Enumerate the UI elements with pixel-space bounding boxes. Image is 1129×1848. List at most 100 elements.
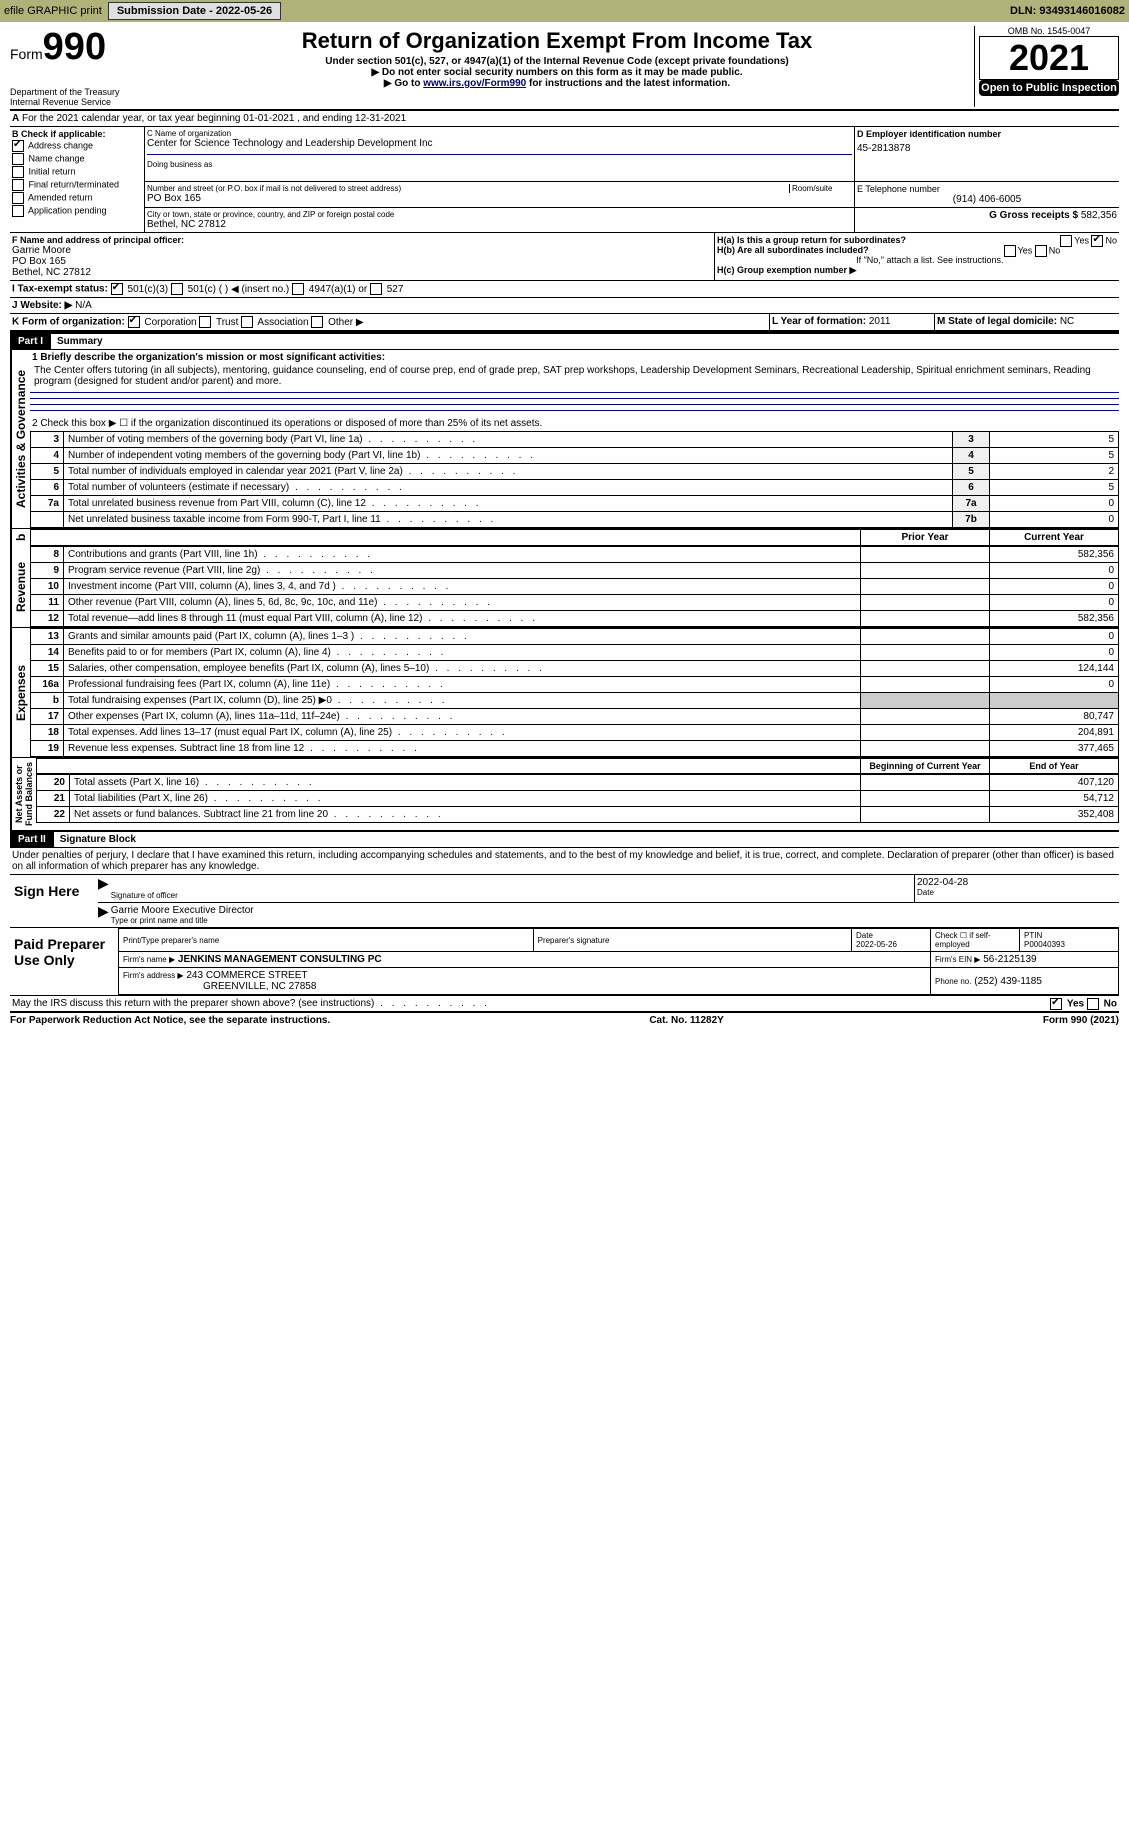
blank-tab: b: [10, 529, 30, 546]
discuss-yes-checkbox[interactable]: [1050, 998, 1062, 1010]
city-state-zip: Bethel, NC 27812: [147, 219, 852, 230]
checkbox[interactable]: [12, 166, 24, 178]
prep-name-header: Print/Type preparer's name: [119, 929, 534, 952]
checkbox[interactable]: [12, 205, 24, 217]
part1-header: Part I Summary: [10, 332, 1119, 350]
hb-no-checkbox[interactable]: [1035, 245, 1047, 257]
form-header: Form990 Department of the Treasury Inter…: [10, 26, 1119, 111]
c-label: C Name of organization: [147, 129, 852, 138]
discuss-question: May the IRS discuss this return with the…: [12, 998, 490, 1009]
dln-label: DLN: 93493146016082: [1010, 5, 1125, 17]
checkbox[interactable]: [12, 192, 24, 204]
g-label: G Gross receipts $: [989, 210, 1078, 221]
efile-label: efile GRAPHIC print: [4, 5, 102, 17]
self-employed: Check ☐ if self-employed: [931, 929, 1020, 952]
org-name: Center for Science Technology and Leader…: [147, 138, 852, 149]
checkbox[interactable]: [292, 283, 304, 295]
discuss-no-checkbox[interactable]: [1087, 998, 1099, 1010]
m-label: M State of legal domicile:: [937, 316, 1057, 327]
line1-label: 1 Briefly describe the organization's mi…: [32, 352, 385, 363]
hb-label: H(b) Are all subordinates included?: [717, 245, 869, 255]
prep-date: 2022-05-26: [856, 940, 897, 949]
i-label: I Tax-exempt status:: [12, 284, 108, 295]
beginning-year-header: Beginning of Current Year: [861, 759, 990, 774]
form-title: Return of Organization Exempt From Incom…: [140, 28, 974, 54]
ptin: P00040393: [1024, 940, 1065, 949]
firm-ein: 56-2125139: [983, 954, 1036, 965]
form-label: Form: [10, 46, 43, 62]
room-label: Room/suite: [789, 184, 852, 193]
sig-officer-label: Signature of officer: [111, 891, 912, 900]
firm-phone: (252) 439-1185: [974, 976, 1042, 987]
part2-header: Part II Signature Block: [10, 830, 1119, 848]
checkbox[interactable]: [12, 140, 24, 152]
paperwork-notice: For Paperwork Reduction Act Notice, see …: [10, 1015, 330, 1026]
dba-label: Doing business as: [147, 160, 852, 169]
sig-date: 2022-04-28: [917, 877, 1117, 888]
mission-text: The Center offers tutoring (in all subje…: [30, 365, 1119, 387]
sig-date-label: Date: [917, 888, 1117, 897]
f-label: F Name and address of principal officer:: [12, 235, 184, 245]
subtitle-3: ▶ Go to www.irs.gov/Form990 for instruct…: [140, 78, 974, 89]
firm-city: GREENVILLE, NC 27858: [203, 981, 316, 992]
ha-label: H(a) Is this a group return for subordin…: [717, 235, 906, 245]
top-bar: efile GRAPHIC print Submission Date - 20…: [0, 0, 1129, 22]
street-address: PO Box 165: [147, 193, 852, 204]
irs-link[interactable]: www.irs.gov/Form990: [423, 78, 526, 89]
activities-tab: Activities & Governance: [10, 350, 30, 528]
line2: 2 Check this box ▶ ☐ if the organization…: [30, 416, 1119, 431]
subtitle-2: ▶ Do not enter social security numbers o…: [140, 67, 974, 78]
checkbox[interactable]: [12, 179, 24, 191]
arrow-icon: ▶: [98, 903, 109, 927]
dept-label: Department of the Treasury Internal Reve…: [10, 87, 140, 107]
subtitle-1: Under section 501(c), 527, or 4947(a)(1)…: [140, 56, 974, 67]
net-assets-tab: Net Assets orFund Balances: [10, 758, 36, 830]
gross-receipts: 582,356: [1081, 210, 1117, 221]
ha-no-checkbox[interactable]: [1091, 235, 1103, 247]
checkbox[interactable]: [12, 153, 24, 165]
officer-addr: PO Box 165: [12, 256, 712, 267]
officer-city: Bethel, NC 27812: [12, 267, 712, 278]
hb-yes-checkbox[interactable]: [1004, 245, 1016, 257]
checkbox[interactable]: [311, 316, 323, 328]
year-formation: 2011: [869, 316, 891, 327]
state-domicile: NC: [1060, 316, 1074, 327]
form-number: 990: [43, 26, 106, 68]
current-year-header: Current Year: [990, 530, 1119, 546]
section-b: B Check if applicable: Address change Na…: [10, 127, 145, 232]
tax-year: 2021: [979, 36, 1119, 80]
dba-value: [147, 169, 852, 179]
print-name-label: Type or print name and title: [111, 916, 1117, 925]
e-label: E Telephone number: [857, 184, 1117, 194]
end-year-header: End of Year: [990, 759, 1119, 774]
j-label: J Website: ▶: [12, 300, 72, 311]
checkbox[interactable]: [241, 316, 253, 328]
hc-label: H(c) Group exemption number ▶: [717, 265, 856, 275]
l-label: L Year of formation:: [772, 316, 866, 327]
addr-label: Number and street (or P.O. box if mail i…: [147, 184, 789, 193]
ha-yes-checkbox[interactable]: [1060, 235, 1072, 247]
officer-name: Garrie Moore: [12, 245, 712, 256]
paid-preparer-label: Paid Preparer Use Only: [10, 928, 118, 995]
omb-label: OMB No. 1545-0047: [979, 26, 1119, 36]
firm-name: JENKINS MANAGEMENT CONSULTING PC: [178, 954, 382, 965]
declaration: Under penalties of perjury, I declare th…: [10, 848, 1119, 875]
submission-button[interactable]: Submission Date - 2022-05-26: [108, 2, 281, 20]
cat-no: Cat. No. 11282Y: [649, 1015, 723, 1026]
checkbox[interactable]: [370, 283, 382, 295]
firm-addr: 243 COMMERCE STREET: [186, 970, 307, 981]
expenses-tab: Expenses: [10, 628, 30, 757]
prep-sig-header: Preparer's signature: [533, 929, 851, 952]
prior-year-header: Prior Year: [861, 530, 990, 546]
checkbox[interactable]: [111, 283, 123, 295]
arrow-icon: ▶: [98, 875, 109, 902]
inspection-badge: Open to Public Inspection: [979, 80, 1119, 96]
checkbox[interactable]: [128, 316, 140, 328]
revenue-tab: Revenue: [10, 546, 30, 627]
city-label: City or town, state or province, country…: [147, 210, 852, 219]
checkbox[interactable]: [171, 283, 183, 295]
website: N/A: [75, 300, 92, 311]
checkbox[interactable]: [199, 316, 211, 328]
sign-here-label: Sign Here: [10, 875, 98, 927]
d-label: D Employer identification number: [857, 129, 1117, 139]
